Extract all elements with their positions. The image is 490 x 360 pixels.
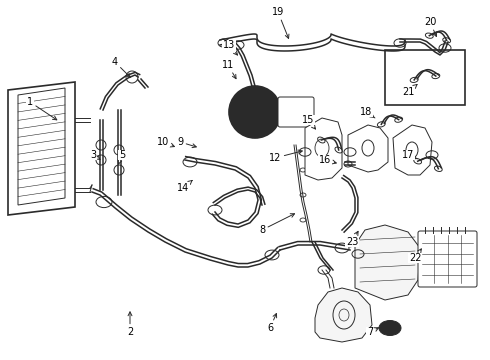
- Bar: [385, 50, 465, 105]
- Text: 13: 13: [223, 40, 238, 55]
- Text: 7: 7: [367, 327, 379, 337]
- Text: 22: 22: [409, 249, 421, 263]
- Text: 16: 16: [319, 155, 336, 165]
- Polygon shape: [305, 118, 342, 180]
- Polygon shape: [355, 225, 420, 300]
- Text: 2: 2: [127, 312, 133, 337]
- Text: 10: 10: [157, 137, 174, 147]
- Text: 9: 9: [177, 137, 196, 148]
- Polygon shape: [8, 82, 75, 215]
- Text: 3: 3: [90, 150, 100, 160]
- Polygon shape: [393, 125, 432, 175]
- Text: 5: 5: [118, 150, 125, 164]
- Text: 18: 18: [360, 107, 375, 118]
- FancyBboxPatch shape: [418, 231, 477, 287]
- Polygon shape: [18, 88, 65, 205]
- Text: 11: 11: [222, 60, 236, 79]
- Ellipse shape: [379, 320, 401, 336]
- Text: 4: 4: [112, 57, 130, 77]
- Text: 1: 1: [27, 97, 57, 120]
- Polygon shape: [348, 125, 388, 172]
- Text: 20: 20: [424, 17, 437, 36]
- Text: 14: 14: [177, 180, 192, 193]
- FancyBboxPatch shape: [278, 97, 314, 127]
- Text: 8: 8: [259, 214, 294, 235]
- Text: 12: 12: [269, 150, 302, 163]
- Text: 21: 21: [402, 84, 417, 97]
- Text: 17: 17: [402, 150, 417, 160]
- Text: 23: 23: [346, 231, 358, 247]
- Circle shape: [229, 86, 281, 138]
- Text: 19: 19: [272, 7, 289, 39]
- Text: 6: 6: [267, 314, 277, 333]
- Text: 15: 15: [302, 115, 316, 129]
- Polygon shape: [315, 288, 372, 342]
